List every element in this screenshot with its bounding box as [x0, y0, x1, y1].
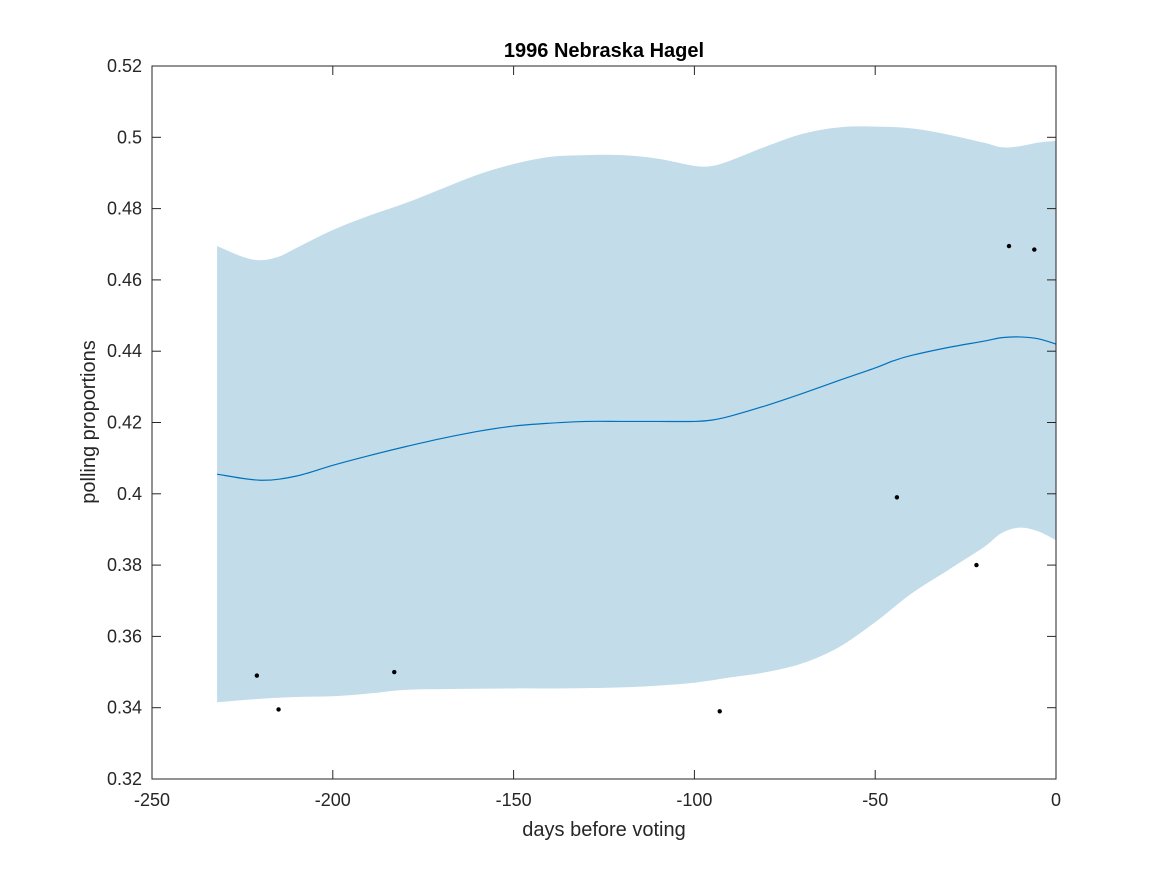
- y-axis-label: polling proportions: [78, 340, 100, 503]
- poll-point: [276, 707, 281, 712]
- y-tick-label: 0.38: [107, 555, 142, 575]
- poll-point: [1032, 247, 1037, 252]
- x-tick-label: -50: [862, 790, 888, 810]
- x-tick-label: -100: [676, 790, 712, 810]
- poll-point: [717, 709, 722, 714]
- y-tick-label: 0.52: [107, 56, 142, 76]
- poll-point: [974, 562, 979, 568]
- y-tick-label: 0.46: [107, 270, 142, 290]
- confidence-band: [217, 126, 1056, 703]
- poll-point: [1006, 243, 1012, 249]
- y-tick-label: 0.4: [117, 484, 142, 504]
- mean-line-layer: [217, 336, 1057, 481]
- mean-line: [217, 336, 1057, 481]
- poll-point: [894, 495, 900, 500]
- y-tick-label: 0.32: [107, 769, 142, 789]
- y-tick-label: 0.48: [107, 199, 142, 219]
- poll-point: [254, 673, 260, 678]
- y-tick-label: 0.34: [107, 698, 142, 718]
- y-tick-label: 0.42: [107, 413, 142, 433]
- poll-points-layer: [254, 243, 1037, 714]
- y-tick-label: 0.44: [107, 341, 142, 361]
- confidence-band-layer: [217, 126, 1056, 703]
- x-tick-label: -150: [496, 790, 532, 810]
- y-axis-ticks: 0.32 0.34 0.36 0.38 0.4 0.42 0.44 0.46 0.48 0.5 0.…: [107, 56, 1056, 789]
- y-tick-label: 0.5: [117, 127, 142, 147]
- chart-title: 1996 Nebraska Hagel: [504, 40, 704, 62]
- x-tick-label: -200: [315, 790, 351, 810]
- y-tick-label: 0.36: [107, 626, 142, 646]
- x-tick-label: -250: [134, 790, 170, 810]
- x-axis-ticks: -250 -200 -150 -100 -50 0: [134, 66, 1061, 810]
- x-axis-label: days before voting: [522, 819, 685, 841]
- poll-point: [392, 669, 397, 675]
- x-tick-label: 0: [1051, 790, 1061, 810]
